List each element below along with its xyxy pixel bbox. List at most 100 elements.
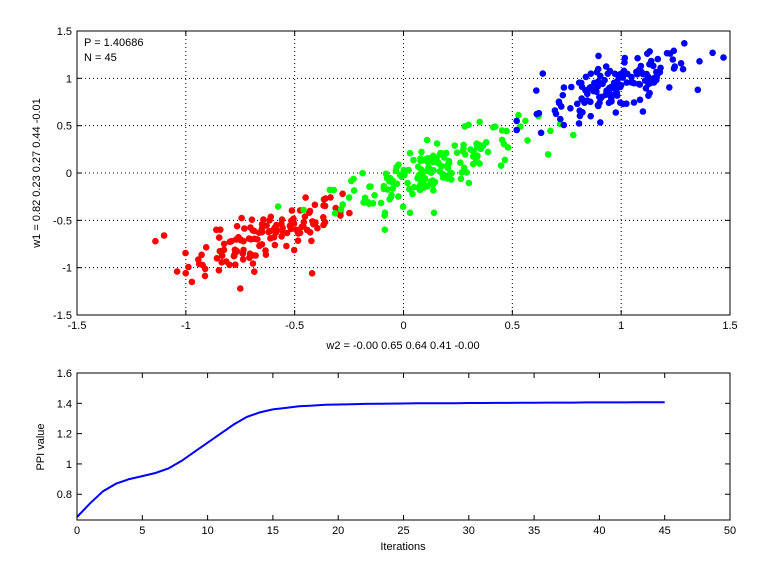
scatter-point-cluster-1 [332, 204, 340, 212]
scatter-point-cluster-1 [271, 241, 279, 249]
scatter-point-cluster-1 [182, 269, 189, 277]
scatter-point-cluster-3 [578, 95, 585, 102]
scatter-point-cluster-2 [469, 153, 477, 160]
scatter-point-cluster-3 [636, 96, 644, 104]
scatter-point-cluster-1 [201, 272, 209, 280]
scatter-point-cluster-3 [639, 108, 647, 115]
scatter-point-cluster-3 [619, 100, 627, 108]
scatter-point-cluster-3 [653, 73, 660, 81]
line-y-tick-label: 1.2 [57, 429, 72, 441]
scatter-point-cluster-1 [262, 251, 270, 258]
scatter-point-cluster-3 [694, 86, 702, 94]
scatter-y-tick-label: 0.5 [57, 121, 72, 133]
line-x-tick-label: 50 [724, 525, 736, 537]
scatter-point-cluster-2 [476, 118, 484, 126]
scatter-point-cluster-2 [498, 136, 506, 144]
scatter-point-cluster-3 [560, 121, 568, 129]
scatter-point-cluster-2 [381, 212, 388, 219]
scatter-point-cluster-2 [547, 127, 554, 135]
scatter-point-cluster-3 [597, 119, 604, 126]
scatter-point-cluster-2 [406, 149, 414, 157]
scatter-point-cluster-1 [252, 252, 259, 259]
scatter-point-cluster-1 [202, 244, 210, 251]
scatter-point-cluster-2 [398, 173, 405, 180]
scatter-point-cluster-1 [312, 219, 319, 226]
scatter-point-cluster-3 [613, 92, 621, 99]
scatter-point-cluster-2 [448, 169, 455, 177]
line-y-tick-label: 1.6 [57, 368, 72, 380]
scatter-point-cluster-3 [575, 120, 583, 127]
line-plot: 0 5 10 15 20 25 30 35 40 45 50 0.8 1 1.2 1.4 1.6 Iterat… [35, 368, 736, 553]
scatter-points [152, 40, 727, 292]
scatter-point-cluster-1 [188, 278, 196, 286]
scatter-point-cluster-2 [345, 194, 353, 201]
scatter-point-cluster-2 [300, 206, 307, 214]
scatter-point-cluster-2 [465, 121, 472, 129]
scatter-point-cluster-1 [220, 240, 228, 248]
scatter-point-cluster-1 [339, 190, 346, 198]
scatter-point-cluster-2 [423, 136, 431, 144]
scatter-point-cluster-3 [647, 57, 655, 65]
scatter-point-cluster-2 [457, 175, 465, 183]
scatter-point-cluster-1 [248, 216, 256, 223]
scatter-point-cluster-3 [533, 87, 540, 94]
scatter-point-cluster-1 [294, 237, 302, 244]
scatter-point-cluster-1 [321, 218, 329, 226]
scatter-x-tick-label: 0 [400, 320, 406, 332]
scatter-point-cluster-3 [628, 73, 635, 81]
scatter-point-cluster-2 [409, 190, 416, 198]
scatter-point-cluster-2 [430, 209, 438, 217]
scatter-point-cluster-2 [473, 140, 480, 147]
line-x-tick-label: 40 [593, 525, 605, 537]
scatter-point-cluster-2 [337, 206, 345, 213]
scatter-point-cluster-2 [433, 140, 441, 147]
scatter-point-cluster-2 [522, 117, 529, 125]
scatter-point-cluster-2 [416, 186, 424, 194]
line-x-tick-label: 15 [267, 525, 279, 537]
scatter-point-cluster-3 [619, 74, 626, 81]
scatter-point-cluster-2 [544, 151, 552, 158]
scatter-y-tick-label: 1.5 [57, 26, 72, 38]
scatter-point-cluster-3 [642, 85, 650, 92]
ppi-line-series-1 [76, 401, 665, 518]
scatter-point-cluster-1 [287, 225, 295, 233]
scatter-point-cluster-2 [389, 185, 397, 192]
scatter-point-cluster-3 [513, 117, 520, 125]
scatter-point-cluster-3 [709, 49, 716, 57]
scatter-point-cluster-3 [621, 59, 628, 66]
scatter-point-cluster-2 [460, 145, 467, 152]
scatter-point-cluster-1 [337, 212, 344, 219]
scatter-point-cluster-1 [303, 226, 311, 234]
scatter-point-cluster-1 [260, 216, 267, 223]
scatter-point-cluster-2 [406, 185, 413, 193]
scatter-point-cluster-2 [417, 157, 424, 165]
scatter-point-cluster-2 [439, 174, 447, 181]
scatter-point-cluster-3 [576, 107, 583, 114]
scatter-x-tick-label: -1.5 [68, 320, 87, 332]
scatter-y-tick-label: 1 [66, 73, 72, 85]
scatter-point-cluster-1 [290, 220, 298, 227]
scatter-point-cluster-2 [399, 203, 407, 210]
scatter-point-cluster-3 [595, 52, 602, 60]
scatter-point-cluster-2 [417, 180, 424, 188]
scatter-point-cluster-3 [568, 83, 575, 91]
scatter-point-cluster-3 [560, 84, 568, 91]
scatter-point-cluster-1 [185, 263, 192, 271]
scatter-point-cluster-3 [634, 54, 641, 62]
scatter-point-cluster-3 [666, 50, 674, 57]
line-y-axis-label: PPI value [35, 423, 47, 470]
scatter-point-cluster-1 [290, 215, 297, 222]
scatter-point-cluster-3 [587, 70, 595, 77]
scatter-point-cluster-3 [576, 112, 584, 120]
scatter-point-cluster-1 [198, 251, 205, 259]
scatter-point-cluster-1 [152, 237, 159, 245]
scatter-point-cluster-1 [301, 213, 309, 220]
scatter-point-cluster-3 [567, 105, 574, 112]
scatter-point-cluster-3 [595, 78, 602, 85]
scatter-point-cluster-1 [240, 246, 247, 254]
line-x-tick-label: 45 [659, 525, 671, 537]
scatter-point-cluster-2 [436, 168, 444, 175]
scatter-point-cluster-1 [249, 227, 257, 234]
scatter-point-cluster-1 [306, 209, 313, 216]
scatter-point-cluster-2 [371, 192, 378, 199]
